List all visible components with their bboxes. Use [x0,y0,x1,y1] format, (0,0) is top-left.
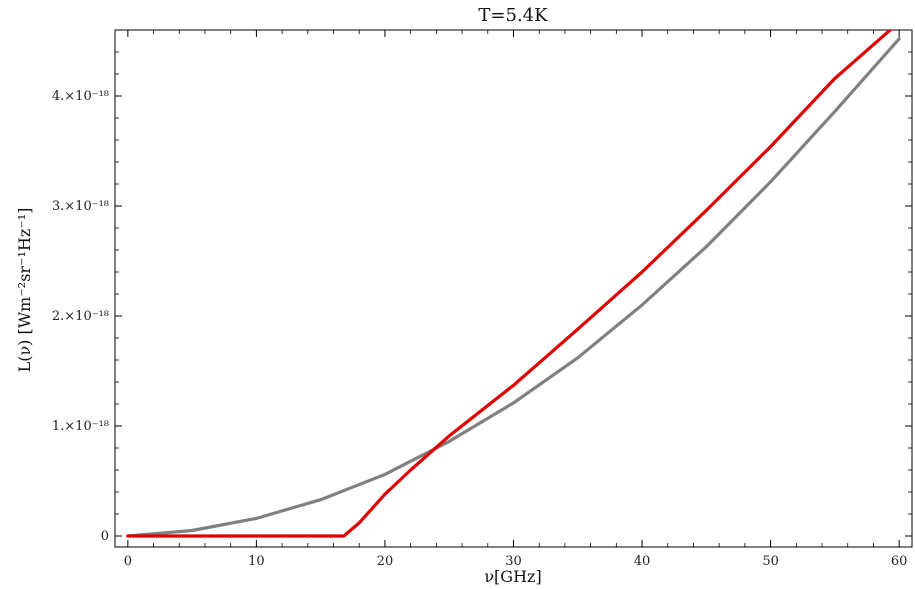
chart-title: T=5.4K [478,5,548,26]
x-axis-label: ν[GHz] [484,567,541,586]
series-line-2 [126,30,893,538]
y-tick-label: 0 [101,529,109,544]
y-tick-label: 3.×10⁻¹⁸ [52,199,109,214]
tick-labels: 0 10 20 30 40 50 60 0 1.×10⁻¹⁸ 2.×10⁻¹⁸ 3.×10⁻¹⁸ 4.… [52,89,908,569]
ticks [115,29,912,547]
x-tick-label: 40 [634,554,651,569]
x-tick-label: 30 [505,554,522,569]
y-tick-label: 2.×10⁻¹⁸ [52,309,109,324]
x-tick-label: 60 [891,554,908,569]
series-line-1 [126,37,901,538]
series-layer [126,30,901,538]
x-tick-label: 0 [124,554,132,569]
x-tick-label: 20 [377,554,394,569]
y-tick-label: 4.×10⁻¹⁸ [52,89,109,104]
x-tick-label: 10 [248,554,265,569]
y-tick-label: 1.×10⁻¹⁸ [52,419,109,434]
y-axis-label: L(ν) [Wm⁻²sr⁻¹Hz⁻¹] [15,208,34,373]
plot-frame [114,29,913,548]
x-tick-label: 50 [762,554,779,569]
